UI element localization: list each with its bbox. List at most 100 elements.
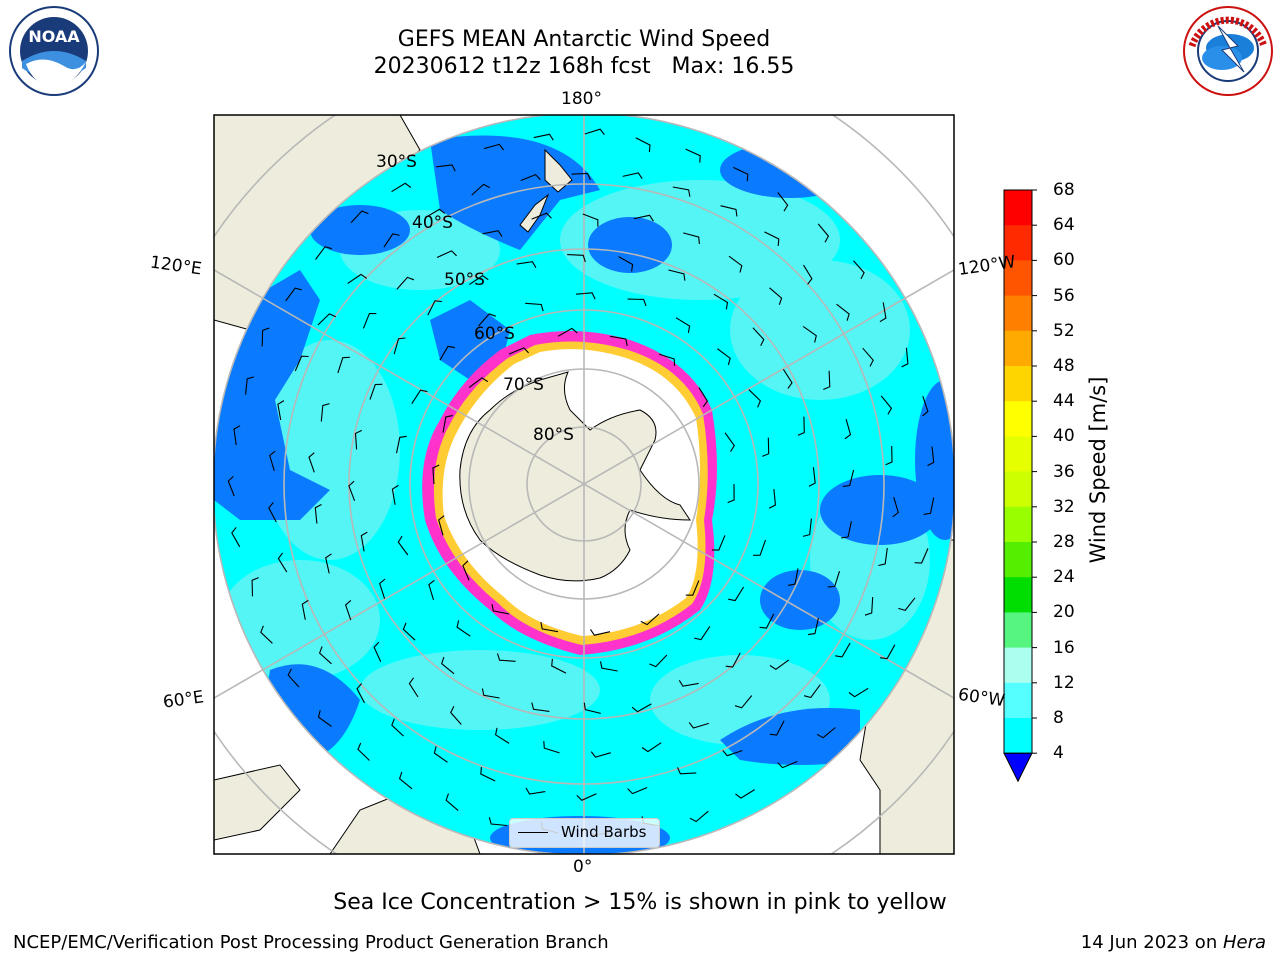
wind-barb: [428, 579, 435, 601]
wind-barb: [347, 273, 368, 284]
map-frame: [213, 114, 955, 855]
colorbar-tick-label: 20: [1053, 602, 1075, 623]
wind-barb: [531, 702, 550, 712]
wind-barb: [277, 552, 288, 573]
wind-barb: [898, 597, 916, 612]
wind-barb: [315, 246, 333, 260]
colorbar-segment: [1004, 647, 1032, 684]
caption: Sea Ice Concentration > 15% is shown in …: [333, 890, 947, 915]
wind-barb: [627, 298, 647, 307]
footer-date-text: 14 Jun 2023 on: [1080, 932, 1223, 953]
wind-barb: [516, 261, 537, 268]
wind-barb: [769, 720, 785, 736]
wind-barb: [261, 327, 270, 347]
colorbar-segment: [1004, 718, 1032, 754]
wind-barb: [901, 347, 909, 368]
wind-barb: [468, 275, 489, 286]
colorbar-segment: [1004, 225, 1032, 261]
wind-barb: [393, 337, 406, 355]
colorbar-tick-label: 48: [1053, 356, 1075, 376]
wind-barb: [438, 515, 445, 536]
new-zealand: [519, 148, 573, 233]
parallel-label-60s: 60°S: [474, 324, 515, 344]
wind-barb: [633, 214, 654, 222]
wind-barb: [803, 264, 813, 285]
wind-barb: [853, 260, 865, 280]
wind-barb: [543, 741, 560, 754]
wind-barb: [567, 254, 586, 263]
wind-barb: [520, 173, 541, 182]
wind-barb: [694, 625, 711, 641]
wind-barb: [777, 192, 789, 212]
wind-barb: [396, 276, 415, 290]
wind-barb: [590, 751, 611, 758]
wind-barb: [231, 527, 241, 548]
colorbar-tick-label: 64: [1053, 215, 1075, 236]
wind-barb: [753, 539, 767, 556]
wind-barb: [627, 786, 648, 795]
wind-barb: [678, 680, 699, 687]
wind-barb: [488, 817, 508, 827]
wind-barb: [816, 727, 836, 739]
wind-barb: [531, 212, 552, 220]
wind-barb: [571, 172, 591, 181]
wind-barb: [491, 603, 510, 615]
colorbar-segment: [1004, 330, 1032, 367]
wind-barb: [880, 395, 893, 415]
wind-barb: [301, 599, 309, 620]
wind-barb: [922, 396, 929, 417]
colorbar-tick-label: 36: [1053, 461, 1075, 482]
wind-barb: [348, 480, 356, 501]
wind-barb: [688, 722, 709, 729]
meridian-label-180: 180°: [561, 89, 602, 109]
wind-barb: [436, 250, 457, 259]
wind-barb: [733, 166, 749, 182]
map-legend: Wind Barbs: [509, 818, 660, 848]
wind-barb: [337, 356, 350, 374]
wind-barb: [471, 183, 491, 196]
wind-barb: [525, 302, 544, 312]
wind-barb: [557, 327, 578, 337]
wind-barb: [609, 335, 628, 347]
wind-barb: [927, 446, 935, 467]
wind-barb: [725, 652, 741, 668]
colorbar-segment: [1004, 471, 1032, 508]
chart-subtitle: 20230612 t12z 168h fcst Max: 16.55: [373, 54, 795, 79]
wind-barb: [848, 687, 869, 698]
wind-barb: [727, 483, 735, 504]
wind-barb: [640, 613, 660, 626]
wind-barb: [685, 580, 700, 596]
wind-barb: [482, 230, 503, 237]
wind-barb: [450, 706, 462, 725]
wind-barb: [685, 148, 701, 163]
wind-barb: [817, 223, 830, 243]
wind-barb: [391, 182, 412, 193]
colorbar-label: Wind Speed [m/s]: [1086, 376, 1110, 564]
wind-barb: [823, 370, 831, 391]
wind-barb: [408, 677, 419, 698]
meridian-label-0: 0°: [573, 857, 593, 877]
wind-barb: [777, 760, 798, 769]
nws-logo: [1183, 6, 1273, 96]
wind-barb: [752, 327, 765, 347]
wind-barb: [427, 300, 442, 316]
wind-barb: [618, 256, 634, 272]
wind-barb: [717, 348, 731, 366]
wind-barb: [668, 269, 686, 281]
wind-barb: [862, 347, 874, 367]
wind-barb: [864, 596, 874, 616]
wind-barb: [379, 578, 386, 599]
wind-barb: [802, 325, 817, 343]
wind-barb: [456, 620, 471, 637]
parallel-label-80s: 80°S: [533, 425, 574, 445]
wind-barb: [885, 445, 893, 466]
wind-barb: [494, 727, 510, 744]
wind-barb: [590, 629, 611, 636]
wind-barb: [724, 432, 735, 452]
colorbar-extend-triangle: [1003, 752, 1033, 783]
colorbar-segment: [1004, 401, 1032, 437]
colorbar-tick-label: 8: [1053, 708, 1064, 728]
wind-barb: [441, 656, 455, 675]
wind-barb: [362, 312, 377, 329]
